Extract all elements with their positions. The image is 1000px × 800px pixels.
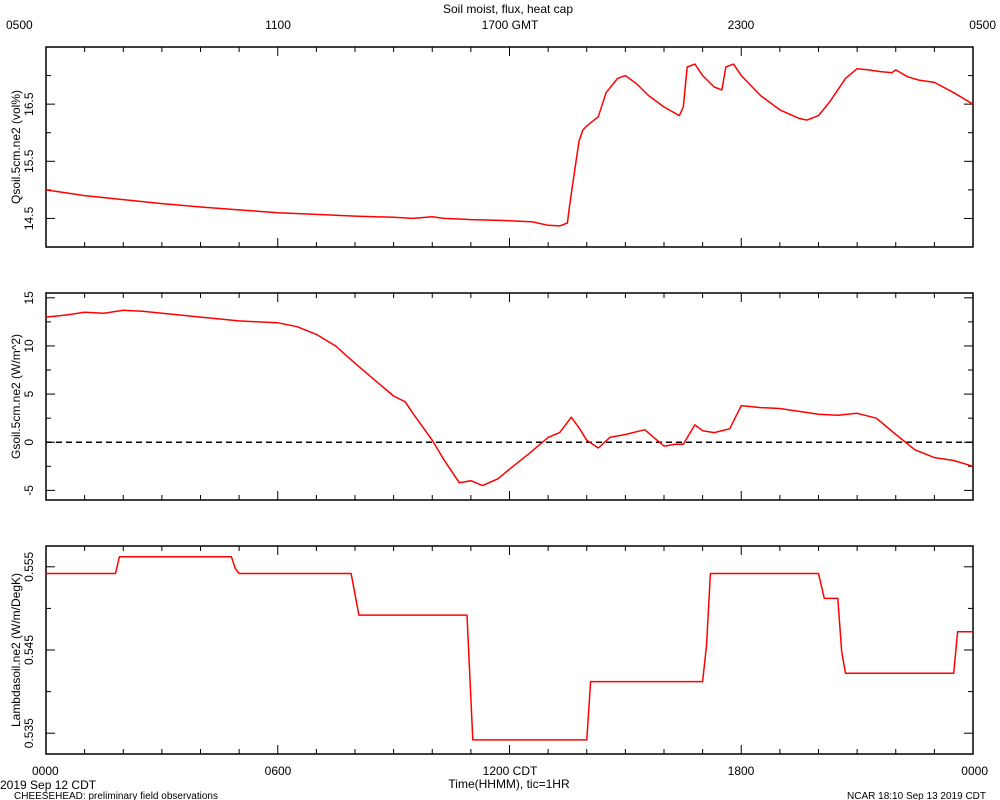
y-tick-label: 0.545 (22, 635, 36, 665)
bottom-tick-label: 0000 (961, 764, 988, 778)
y-tick-label: 10 (22, 339, 36, 353)
chart-title: Soil moist, flux, heat cap (443, 2, 573, 16)
top-tick-label: 1700 GMT (482, 18, 539, 32)
plot-frame (45, 46, 974, 248)
y-tick-label: 0.555 (22, 551, 36, 581)
top-tick-label: 0500 (969, 18, 996, 32)
top-tick-label: 1100 (265, 18, 291, 32)
series-line (46, 556, 973, 741)
y-axis-label: Lambdasoil.ne2 (W/m/DegK) (9, 573, 23, 727)
x-axis-label: Time(HHMM), tic=1HR (448, 777, 570, 791)
series-line (45, 63, 974, 227)
plot-frame (45, 545, 974, 755)
y-tick-label: 0 (22, 439, 36, 446)
y-tick-label: 16.5 (22, 92, 36, 116)
top-tick-label: 0500 (6, 18, 33, 32)
y-axis-label: Gsoil.5cm.ne2 (W/m^2) (9, 334, 23, 459)
y-tick-label: 15.5 (22, 149, 36, 173)
footer-left: CHEESEHEAD: preliminary field observatio… (14, 791, 218, 800)
y-axis-label: Qsoil.5cm.ne2 (vol%) (9, 90, 23, 204)
bottom-tick-label: 1200 CDT (483, 764, 538, 778)
bottom-tick-label: 0600 (265, 764, 292, 778)
top-tick-label: 2300 (728, 18, 755, 32)
footer-right: NCAR 18:10 Sep 13 2019 CDT (847, 791, 986, 800)
y-tick-label: 14.5 (22, 206, 36, 230)
bottom-tick-label: 1800 (728, 764, 755, 778)
y-tick-label: 15 (22, 291, 36, 305)
y-tick-label: -5 (22, 485, 36, 496)
series-line (45, 309, 974, 487)
date-label: 2019 Sep 12 CDT (0, 778, 97, 792)
y-tick-label: 5 (22, 390, 36, 397)
y-tick-label: 0.535 (22, 718, 36, 748)
bottom-tick-label: 0000 (32, 764, 59, 778)
